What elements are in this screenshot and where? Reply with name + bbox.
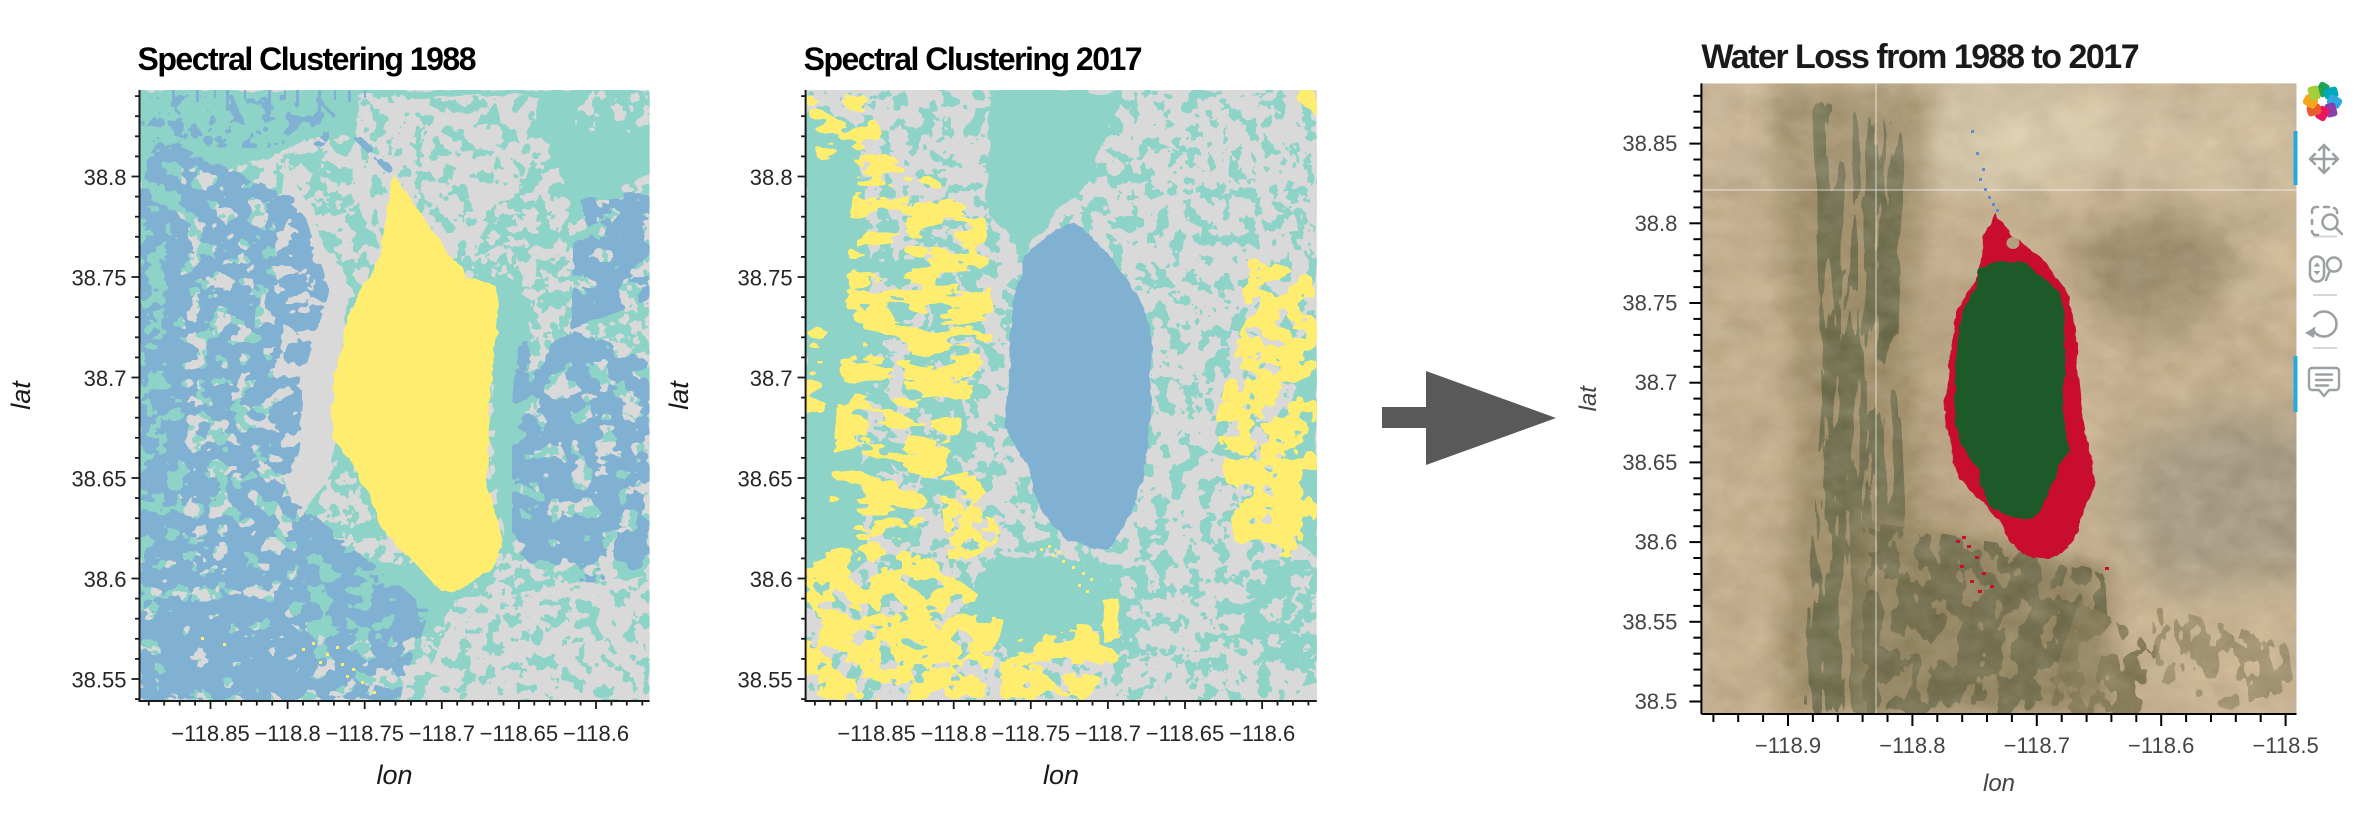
svg-text:−118.8: −118.8 bbox=[254, 721, 320, 746]
svg-text:−118.9: −118.9 bbox=[1755, 733, 1821, 758]
svg-text:Spectral Clustering 1988: Spectral Clustering 1988 bbox=[138, 41, 476, 77]
svg-text:−118.85: −118.85 bbox=[171, 721, 250, 746]
svg-text:38.55: 38.55 bbox=[71, 668, 126, 693]
svg-text:38.7: 38.7 bbox=[84, 366, 127, 391]
svg-text:−118.75: −118.75 bbox=[992, 721, 1071, 746]
svg-text:38.75: 38.75 bbox=[1622, 291, 1677, 316]
svg-text:−118.85: −118.85 bbox=[837, 721, 916, 746]
svg-text:38.85: 38.85 bbox=[1622, 131, 1677, 156]
svg-text:lat: lat bbox=[664, 380, 694, 410]
svg-text:38.8: 38.8 bbox=[750, 165, 793, 190]
svg-text:38.8: 38.8 bbox=[84, 165, 127, 190]
svg-text:38.75: 38.75 bbox=[71, 266, 126, 291]
svg-text:38.65: 38.65 bbox=[1622, 450, 1677, 475]
svg-text:38.75: 38.75 bbox=[738, 266, 793, 291]
svg-text:Water Loss from 1988 to 2017: Water Loss from 1988 to 2017 bbox=[1701, 38, 2138, 76]
svg-text:38.6: 38.6 bbox=[84, 567, 127, 592]
svg-text:38.55: 38.55 bbox=[738, 668, 793, 693]
svg-text:−118.5: −118.5 bbox=[2252, 733, 2318, 758]
svg-text:38.7: 38.7 bbox=[1635, 370, 1678, 395]
svg-text:−118.8: −118.8 bbox=[921, 721, 987, 746]
svg-text:38.55: 38.55 bbox=[1622, 609, 1677, 634]
svg-text:38.65: 38.65 bbox=[71, 467, 126, 492]
svg-text:−118.7: −118.7 bbox=[409, 721, 475, 746]
svg-text:lon: lon bbox=[1983, 770, 2015, 797]
svg-text:38.6: 38.6 bbox=[750, 567, 793, 592]
svg-text:Spectral Clustering 2017: Spectral Clustering 2017 bbox=[804, 41, 1142, 77]
svg-text:38.65: 38.65 bbox=[738, 467, 793, 492]
svg-text:lon: lon bbox=[1043, 760, 1079, 790]
svg-text:38.5: 38.5 bbox=[1635, 689, 1678, 714]
svg-text:−118.65: −118.65 bbox=[480, 721, 559, 746]
svg-text:lon: lon bbox=[376, 760, 412, 790]
svg-text:−118.8: −118.8 bbox=[1879, 733, 1945, 758]
svg-text:−118.7: −118.7 bbox=[1075, 721, 1141, 746]
svg-text:−118.7: −118.7 bbox=[2004, 733, 2070, 758]
svg-text:−118.65: −118.65 bbox=[1146, 721, 1225, 746]
svg-text:−118.75: −118.75 bbox=[325, 721, 404, 746]
svg-text:lat: lat bbox=[6, 380, 36, 410]
svg-text:38.8: 38.8 bbox=[1635, 211, 1678, 236]
svg-text:lat: lat bbox=[1575, 385, 1602, 412]
svg-text:38.6: 38.6 bbox=[1635, 530, 1678, 555]
svg-text:−118.6: −118.6 bbox=[563, 721, 629, 746]
svg-text:38.7: 38.7 bbox=[750, 366, 793, 391]
svg-text:−118.6: −118.6 bbox=[1229, 721, 1295, 746]
svg-text:−118.6: −118.6 bbox=[2128, 733, 2194, 758]
